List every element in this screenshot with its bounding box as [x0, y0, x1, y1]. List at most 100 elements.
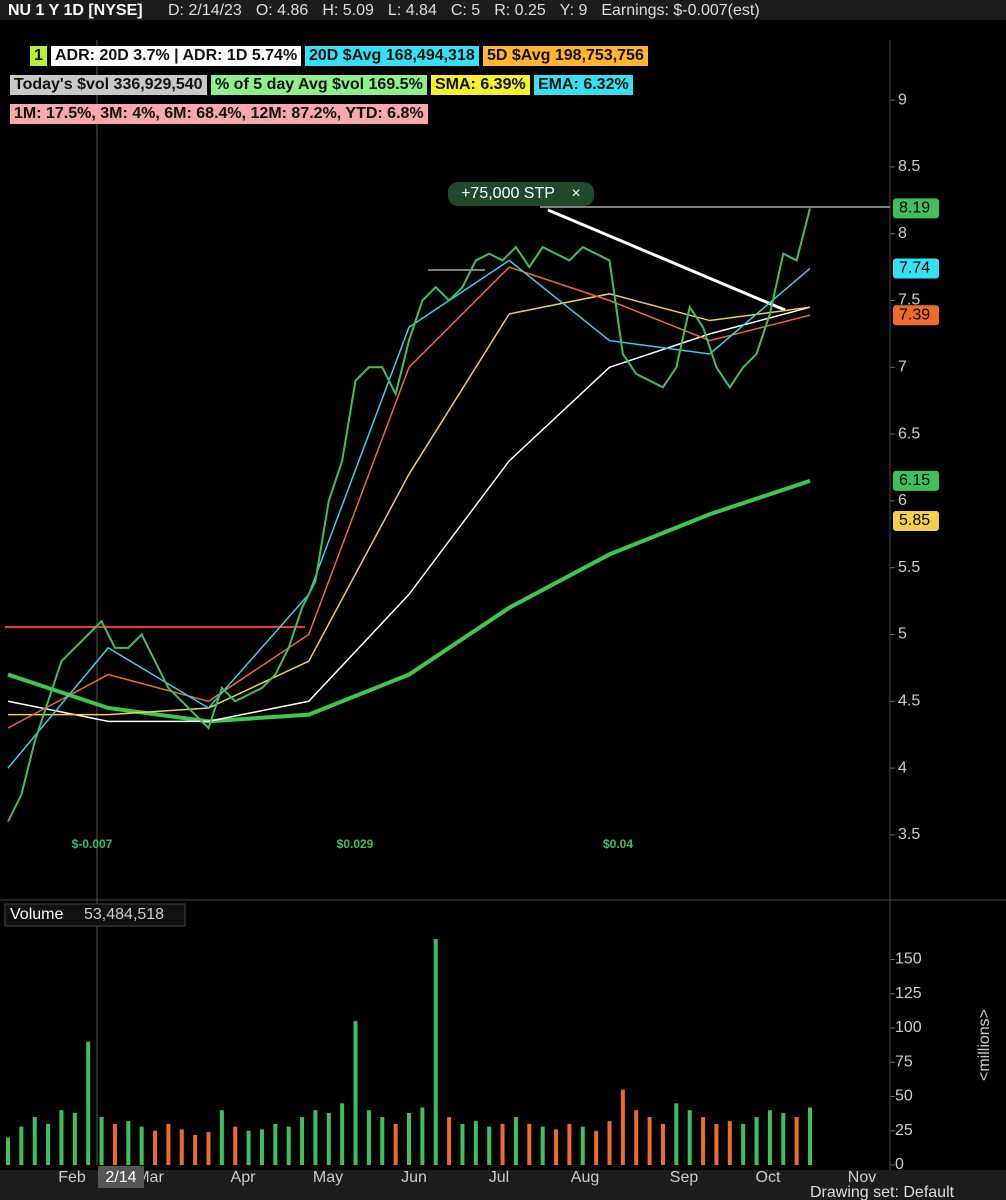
- volume-bar: [487, 1126, 492, 1165]
- volume-bar: [554, 1129, 559, 1165]
- moving-average: [7, 478, 811, 724]
- volume-last: 53,484,518: [84, 906, 164, 923]
- x-tick-label: Feb: [58, 1169, 86, 1186]
- volume-bar: [246, 1130, 251, 1165]
- volume-bar: [206, 1132, 211, 1165]
- price-tag: [893, 470, 939, 491]
- header-field: C: 5: [451, 2, 480, 19]
- order-label: +75,000 STP: [461, 185, 555, 202]
- earnings-label: $0.029: [337, 837, 374, 851]
- header-field: Earnings: $-0.007(est): [601, 2, 759, 19]
- volume-bar: [313, 1110, 318, 1165]
- volume-bar: [6, 1137, 10, 1165]
- volume-bar: [99, 1117, 104, 1165]
- price-tag-label: 8.19: [899, 200, 930, 217]
- price-tag: [893, 510, 939, 531]
- volume-bar: [647, 1117, 652, 1165]
- volume-bar: [179, 1129, 184, 1165]
- volume-bar: [86, 1041, 91, 1165]
- volume-bar: [714, 1123, 719, 1165]
- volume-bar: [527, 1123, 532, 1165]
- info-box: SMA: 6.39%: [431, 75, 530, 95]
- price-tag-label: 5.85: [899, 512, 930, 529]
- volume-bar: [701, 1117, 706, 1165]
- date-marker-box: [98, 1166, 144, 1188]
- y-tick-label: 5.5: [898, 559, 920, 576]
- x-tick-label: Jul: [489, 1169, 509, 1186]
- moving-average: [7, 266, 811, 729]
- y-tick-label: 9: [898, 91, 907, 108]
- volume-bar: [59, 1110, 64, 1165]
- header-bar: [0, 0, 1006, 20]
- volume-bar: [674, 1103, 679, 1165]
- volume-bar: [366, 1110, 371, 1165]
- volume-bar: [447, 1117, 452, 1165]
- y-tick-label: 4: [898, 759, 907, 776]
- header-field: R: 0.25: [494, 2, 546, 19]
- volume-bar: [727, 1121, 732, 1165]
- header-field: L: 4.84: [388, 2, 437, 19]
- volume-bar: [353, 1021, 358, 1165]
- price-tag-label: 7.74: [899, 260, 930, 277]
- volume-unit: <millions>: [976, 1009, 993, 1081]
- symbol: NU 1 Y 1D [NYSE]: [8, 2, 143, 19]
- volume-bar: [808, 1107, 812, 1165]
- y-tick-label: 5: [898, 626, 907, 643]
- price-line: [7, 208, 811, 822]
- y-tick-label: 6.5: [898, 425, 920, 442]
- header-field: H: 5.09: [322, 2, 374, 19]
- header-field: O: 4.86: [256, 2, 309, 19]
- volume-bar: [741, 1123, 746, 1165]
- volume-bar: [460, 1123, 465, 1165]
- volume-label: Volume: [10, 906, 63, 923]
- volume-bar: [153, 1130, 158, 1165]
- volume-bar: [126, 1121, 131, 1165]
- volume-bar: [781, 1112, 786, 1165]
- footer-bar: [0, 1170, 1006, 1200]
- y-tick-label: 0: [895, 1156, 904, 1173]
- volume-bar: [660, 1123, 665, 1165]
- info-box: % of 5 day Avg $vol 169.5%: [211, 75, 427, 95]
- volume-bar: [473, 1121, 478, 1165]
- x-tick-label: Sep: [670, 1169, 699, 1186]
- x-tick-label: Apr: [231, 1169, 257, 1186]
- volume-bar: [607, 1121, 612, 1165]
- order-badge[interactable]: [448, 182, 594, 206]
- price-tag: [893, 198, 939, 219]
- volume-bar: [580, 1126, 585, 1165]
- volume-bar: [754, 1117, 759, 1165]
- footer: Drawing set: Default: [810, 1184, 955, 1200]
- info-box: EMA: 6.32%: [534, 75, 633, 95]
- volume-bar: [166, 1123, 171, 1165]
- info-box: Today's $vol 336,929,540: [10, 75, 207, 95]
- date-marker: 2/14: [105, 1169, 136, 1186]
- volume-bar: [620, 1089, 625, 1165]
- x-tick-label: Nov: [848, 1169, 876, 1186]
- volume-bar: [433, 938, 438, 1165]
- volume-bar: [233, 1126, 238, 1165]
- price-tag-label: 7.39: [899, 306, 930, 323]
- volume-bar: [259, 1129, 264, 1165]
- y-tick-label: 8.5: [898, 158, 920, 175]
- y-tick-label: 3.5: [898, 826, 920, 843]
- trend-line: [547, 208, 786, 312]
- header-field: D: 2/14/23: [168, 2, 242, 19]
- moving-average: [8, 293, 811, 716]
- y-tick-label: 150: [895, 951, 922, 968]
- moving-average: [7, 306, 811, 723]
- volume-bar: [420, 1107, 425, 1165]
- order-close[interactable]: ×: [571, 185, 580, 202]
- y-tick-label: 8: [898, 225, 907, 242]
- price-tag: [893, 258, 939, 279]
- header-field: Y: 9: [560, 2, 588, 19]
- volume-bar: [273, 1123, 278, 1165]
- volume-bar: [32, 1117, 37, 1165]
- y-tick-label: 25: [895, 1122, 913, 1139]
- volume-bar: [340, 1103, 345, 1165]
- volume-bar: [567, 1123, 572, 1165]
- y-tick-label: 6: [898, 492, 907, 509]
- volume-bar: [139, 1126, 144, 1165]
- volume-bar: [687, 1110, 692, 1165]
- volume-bar: [594, 1130, 599, 1165]
